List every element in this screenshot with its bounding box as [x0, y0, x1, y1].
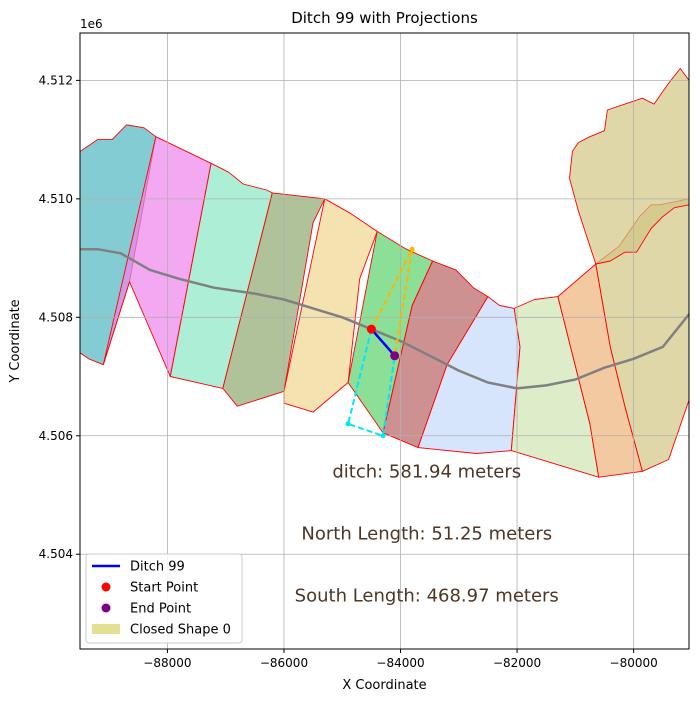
end-point — [390, 351, 400, 361]
plot-area — [79, 32, 690, 650]
y-axis-ticks: 4.504 4.506 4.508 4.510 4.512 — [39, 73, 80, 561]
legend-label-0: Ditch 99 — [130, 560, 185, 575]
y-axis-label: Y Coordinate — [8, 299, 23, 383]
annotation-0: ditch: 581.94 meters — [332, 461, 521, 482]
x-axis-ticks: −88000 −86000 −84000 −82000 −80000 — [143, 649, 658, 670]
closed-shape-11 — [569, 68, 689, 265]
ditch-line — [370, 328, 396, 357]
x-tick-label-3: −82000 — [493, 656, 541, 670]
legend-box — [85, 553, 243, 644]
x-tick-label-0: −88000 — [143, 656, 191, 670]
annotations: ditch: 581.94 meters North Length: 51.25 … — [295, 461, 559, 606]
legend-swatch-3 — [92, 624, 120, 634]
x-tick-label-2: −84000 — [376, 656, 424, 670]
legend-label-3: Closed Shape 0 — [130, 623, 231, 638]
y-tick-label-1: 4.506 — [39, 429, 73, 443]
y-tick-label-3: 4.510 — [39, 192, 73, 206]
south-projection-point-2 — [380, 433, 386, 439]
legend-swatch-1 — [101, 582, 111, 592]
plot-frame — [79, 32, 690, 650]
annotation-1: North Length: 51.25 meters — [301, 524, 552, 545]
start-point — [366, 324, 376, 334]
south-projection-point-1 — [345, 421, 351, 427]
legend-swatch-2 — [101, 603, 111, 613]
south-projection-line — [346, 328, 396, 438]
closed-shape-1 — [102, 136, 212, 377]
x-tick-label-4: −80000 — [610, 656, 658, 670]
y-tick-label-0: 4.504 — [39, 547, 73, 561]
north-projection-line — [370, 248, 414, 356]
y-axis-offset-label: 1e6 — [80, 17, 103, 31]
y-tick-label-4: 4.512 — [39, 73, 73, 87]
legend-label-1: Start Point — [130, 581, 198, 596]
x-axis-label: X Coordinate — [342, 678, 426, 693]
y-tick-label-2: 4.508 — [39, 310, 73, 324]
chart-title: Ditch 99 with Projections — [291, 9, 478, 27]
x-tick-label-1: −86000 — [260, 656, 308, 670]
north-projection-point-1 — [409, 246, 415, 252]
center-line — [80, 247, 689, 390]
legend: Ditch 99 Start Point End Point Closed Shape… — [85, 553, 243, 644]
legend-label-2: End Point — [130, 602, 191, 617]
annotation-2: South Length: 468.97 meters — [295, 586, 559, 607]
